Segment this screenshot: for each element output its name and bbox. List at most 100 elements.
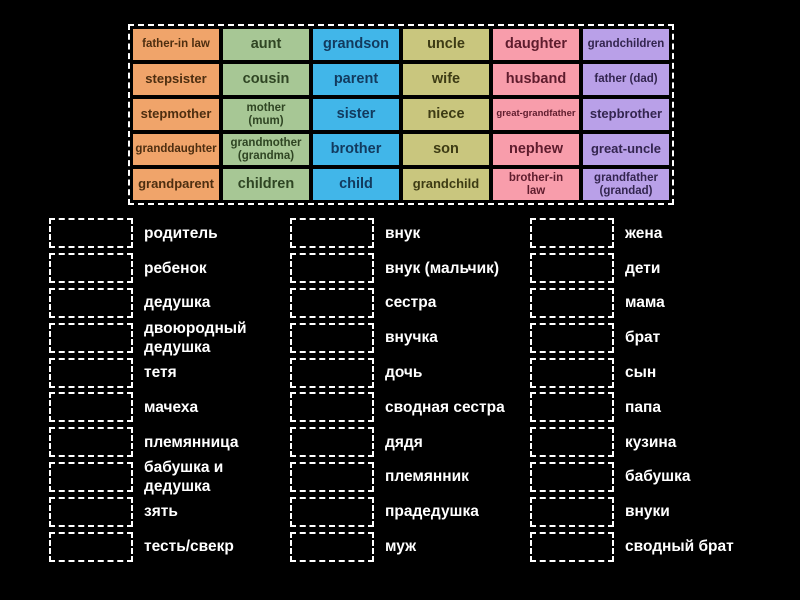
drop-slot-родитель[interactable] [49,218,133,249]
drop-slot-внучка[interactable] [290,322,374,353]
match-label-сестра: сестра [385,294,437,312]
drop-slot-тесть-свекр[interactable] [49,531,133,562]
match-label-внучка: внучка [385,329,438,347]
match-row-дочь: дочь [290,355,505,390]
match-row-жена: жена [530,216,734,251]
word-tile-son[interactable]: son [403,134,489,165]
word-tile-grid: father-in law aunt grandson uncle daughter gr… [128,24,674,205]
word-tile-aunt[interactable]: aunt [223,29,309,60]
drop-slot-дети[interactable] [530,253,614,284]
drop-slot-внуки[interactable] [530,496,614,527]
match-label-дочь: дочь [385,364,423,382]
drop-slot-мама[interactable] [530,287,614,318]
drop-slot-племянник[interactable] [290,461,374,492]
match-row-внуки: внуки [530,494,734,529]
word-tile-great-uncle[interactable]: great-uncle [583,134,669,165]
match-label-кузина: кузина [625,433,677,451]
drop-slot-кузина[interactable] [530,427,614,458]
match-label-внук-мальчик: внук (мальчик) [385,259,500,277]
word-tile-cousin[interactable]: cousin [223,64,309,95]
drop-slot-сводный-брат[interactable] [530,531,614,562]
drop-slot-тетя[interactable] [49,357,133,388]
match-row-двоюродный-дедушка: двоюродный дедушка [49,319,274,356]
drop-slot-муж[interactable] [290,531,374,562]
match-row-родитель: родитель [49,216,274,251]
match-label-бабушка-и-дедушка: бабушка и дедушка [144,458,224,495]
match-row-внук-мальчик: внук (мальчик) [290,251,505,286]
match-label-двоюродный-дедушка: двоюродный дедушка [144,319,247,356]
word-tile-stepbrother[interactable]: stepbrother [583,99,669,130]
match-label-сын: сын [625,364,657,382]
match-row-дядя: дядя [290,425,505,460]
drop-slot-сын[interactable] [530,357,614,388]
match-label-жена: жена [625,224,663,242]
drop-slot-дедушка[interactable] [49,287,133,318]
word-tile-grandson[interactable]: grandson [313,29,399,60]
drop-slot-бабушка-и-дедушка[interactable] [49,461,133,492]
word-tile-grandchildren[interactable]: grandchildren [583,29,669,60]
match-label-дети: дети [625,259,661,277]
drop-slot-брат[interactable] [530,322,614,353]
word-tile-father-in-law[interactable]: father-in law [133,29,219,60]
word-tile-grandmother-grandma[interactable]: grandmother (grandma) [223,134,309,165]
drop-slot-сводная-сестра[interactable] [290,392,374,423]
word-tile-brother-in-law[interactable]: brother-in law [493,169,579,200]
match-row-дедушка: дедушка [49,286,274,321]
drop-slot-дочь[interactable] [290,357,374,388]
match-row-папа: папа [530,390,734,425]
match-label-бабушка: бабушка [625,468,691,486]
match-row-зять: зять [49,494,274,529]
word-tile-granddaughter[interactable]: granddaughter [133,134,219,165]
match-row-племянница: племянница [49,425,274,460]
word-tile-niece[interactable]: niece [403,99,489,130]
match-label-ребенок: ребенок [144,259,207,277]
word-tile-grandfather-grandad[interactable]: grandfather (grandad) [583,169,669,200]
match-label-мама: мама [625,294,665,312]
match-column-2: внук внук (мальчик) сестра внучка дочь сводна… [290,216,505,564]
word-tile-wife[interactable]: wife [403,64,489,95]
drop-slot-внук-мальчик[interactable] [290,253,374,284]
word-tile-sister[interactable]: sister [313,99,399,130]
word-tile-children[interactable]: children [223,169,309,200]
drop-slot-внук[interactable] [290,218,374,249]
match-row-племянник: племянник [290,460,505,495]
word-tile-mother-mum[interactable]: mother (mum) [223,99,309,130]
drop-slot-двоюродный-дедушка[interactable] [49,322,133,353]
match-label-зять: зять [144,503,178,521]
drop-slot-прадедушка[interactable] [290,496,374,527]
word-tile-parent[interactable]: parent [313,64,399,95]
drop-slot-жена[interactable] [530,218,614,249]
word-tile-uncle[interactable]: uncle [403,29,489,60]
word-tile-husband[interactable]: husband [493,64,579,95]
drop-slot-бабушка[interactable] [530,461,614,492]
match-column-3: жена дети мама брат сын папа кузина бабушка внук… [530,216,734,564]
match-row-прадедушка: прадедушка [290,494,505,529]
drop-slot-племянница[interactable] [49,427,133,458]
match-label-мачеха: мачеха [144,398,199,416]
drop-slot-дядя[interactable] [290,427,374,458]
word-tile-stepsister[interactable]: stepsister [133,64,219,95]
word-tile-grandchild[interactable]: grandchild [403,169,489,200]
word-tile-brother[interactable]: brother [313,134,399,165]
drop-slot-ребенок[interactable] [49,253,133,284]
match-row-сын: сын [530,355,734,390]
match-row-бабушка-и-дедушка: бабушка и дедушка [49,458,274,495]
word-tile-great-grandfather[interactable]: great-grandfather [493,99,579,130]
word-tile-father-dad[interactable]: father (dad) [583,64,669,95]
word-tile-daughter[interactable]: daughter [493,29,579,60]
match-label-племянник: племянник [385,468,469,486]
drop-slot-зять[interactable] [49,496,133,527]
word-tile-child[interactable]: child [313,169,399,200]
word-tile-stepmother[interactable]: stepmother [133,99,219,130]
match-label-сводная-сестра: сводная сестра [385,398,505,416]
match-label-прадедушка: прадедушка [385,503,479,521]
match-label-племянница: племянница [144,433,239,451]
drop-slot-папа[interactable] [530,392,614,423]
word-tile-nephew[interactable]: nephew [493,134,579,165]
word-tile-grandparent[interactable]: grandparent [133,169,219,200]
drop-slot-мачеха[interactable] [49,392,133,423]
match-row-бабушка: бабушка [530,460,734,495]
drop-slot-сестра[interactable] [290,287,374,318]
match-row-дети: дети [530,251,734,286]
